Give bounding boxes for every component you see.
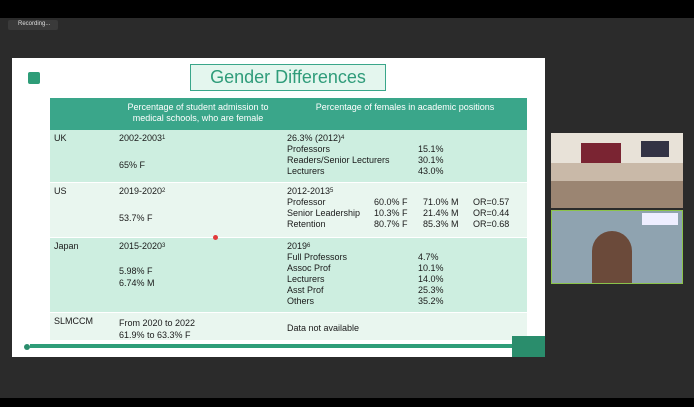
video-banner xyxy=(581,143,621,163)
footnote: 6 xyxy=(307,243,310,249)
position-value: OR=0.57 xyxy=(473,197,509,208)
admission-value: 53.7% F xyxy=(119,213,153,224)
position-value: 35.2% xyxy=(418,296,444,307)
slide-title: Gender Differences xyxy=(190,64,386,91)
admission-value: 61.9% to 63.3% F xyxy=(119,330,191,341)
position-label: Full Professors xyxy=(287,252,347,263)
position-value: 43.0% xyxy=(418,166,444,177)
positions-text: Data not available xyxy=(287,323,359,334)
period: 2012-2013 xyxy=(287,186,330,196)
position-value: 21.4% M xyxy=(423,208,459,219)
period: 2002-2003 xyxy=(119,133,162,143)
country: Japan xyxy=(54,241,79,252)
country: SLMCCM xyxy=(54,316,93,327)
admission-value: 6.74% M xyxy=(119,278,155,289)
admission-period: 2015-20203 xyxy=(119,241,165,252)
position-value: OR=0.44 xyxy=(473,208,509,219)
header-cell: Percentage of student admission to medic… xyxy=(117,102,279,124)
slide-icon xyxy=(28,72,40,84)
country: US xyxy=(54,186,67,197)
position-value: 25.3% xyxy=(418,285,444,296)
position-value: 10.1% xyxy=(418,263,444,274)
footnote: 5 xyxy=(330,188,333,194)
period: 26.3% (2012) xyxy=(287,133,341,143)
period: 2015-2020 xyxy=(119,241,162,251)
position-value: 15.1% xyxy=(418,144,444,155)
footnote: 3 xyxy=(162,243,165,249)
position-label: Professor xyxy=(287,197,326,208)
table: Percentage of student admission to medic… xyxy=(50,98,527,341)
period: 2019-2020 xyxy=(119,186,162,196)
footnote: 2 xyxy=(162,188,165,194)
screen: Recording... Gender Differences Percenta… xyxy=(0,0,694,407)
position-label: Asst Prof xyxy=(287,285,324,296)
admission-period: 2019-20202 xyxy=(119,186,165,197)
period: From 2020 to 2022 xyxy=(119,318,195,328)
position-label: Retention xyxy=(287,219,326,230)
admission-value: 65% F xyxy=(119,160,145,171)
position-value: 10.3% F xyxy=(374,208,408,219)
position-label: Lecturers xyxy=(287,274,325,285)
footer-block xyxy=(512,336,545,357)
position-label: Readers/Senior Lecturers xyxy=(287,155,390,166)
position-label: Others xyxy=(287,296,314,307)
footer-dot xyxy=(24,344,30,350)
position-label: Assoc Prof xyxy=(287,263,331,274)
position-value: 80.7% F xyxy=(374,219,408,230)
country: UK xyxy=(54,133,67,144)
video-desk xyxy=(551,181,683,208)
admission-period: 2002-20031 xyxy=(119,133,165,144)
video-logo xyxy=(642,213,678,225)
footnote: 4 xyxy=(341,135,344,141)
video-screen xyxy=(641,141,669,157)
admission-period: From 2020 to 2022 xyxy=(119,318,195,329)
position-value: OR=0.68 xyxy=(473,219,509,230)
position-value: 30.1% xyxy=(418,155,444,166)
positions-period: 20196 xyxy=(287,241,310,252)
header-cell: Percentage of females in academic positi… xyxy=(287,102,523,113)
admission-value: 5.98% F xyxy=(119,266,153,277)
recording-label: Recording... xyxy=(18,21,50,27)
positions-period: 26.3% (2012)4 xyxy=(287,133,344,144)
position-label: Senior Leadership xyxy=(287,208,360,219)
position-label: Professors xyxy=(287,144,330,155)
footer-bar xyxy=(30,344,515,348)
period: 2019 xyxy=(287,241,307,251)
position-value: 4.7% xyxy=(418,252,439,263)
position-value: 71.0% M xyxy=(423,197,459,208)
position-value: 85.3% M xyxy=(423,219,459,230)
footnote: 1 xyxy=(162,135,165,141)
video-tile[interactable] xyxy=(551,133,683,208)
positions-period: 2012-20135 xyxy=(287,186,333,197)
position-value: 60.0% F xyxy=(374,197,408,208)
video-tile[interactable] xyxy=(551,210,683,284)
position-value: 14.0% xyxy=(418,274,444,285)
pointer xyxy=(213,235,218,240)
position-label: Lecturers xyxy=(287,166,325,177)
video-person xyxy=(592,231,632,283)
